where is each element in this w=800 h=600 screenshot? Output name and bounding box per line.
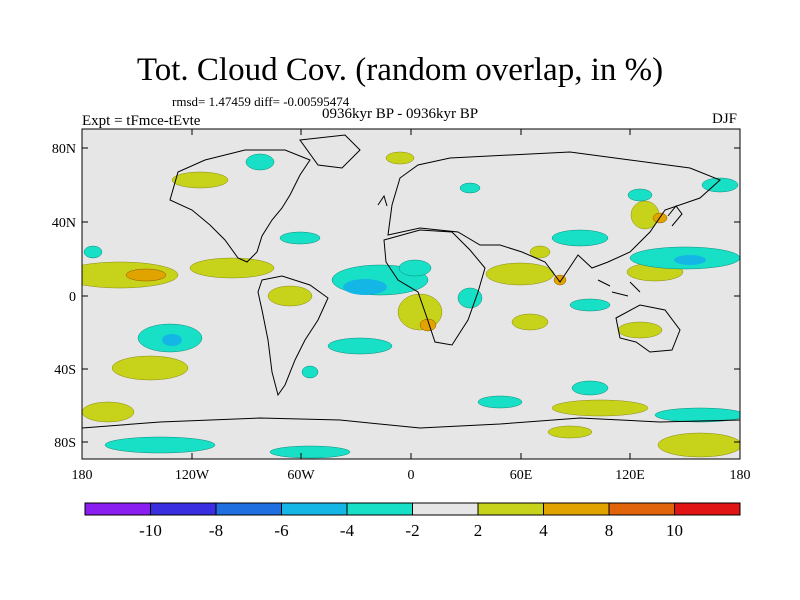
colorbar: -10 -8 -6 -4 -2 2 4 8 10: [84, 502, 741, 540]
lon-label-120e: 120E: [615, 468, 645, 483]
colorbar-swatch: [412, 502, 479, 516]
colorbar-label: 8: [605, 521, 614, 540]
lon-label-180e: 180: [730, 468, 751, 483]
colorbar-label: 2: [474, 521, 483, 540]
colorbar-swatch: [543, 502, 610, 516]
britain-coast: [377, 194, 388, 207]
period-label: 0936kyr BP - 0936kyr BP: [322, 106, 479, 122]
lon-label-0: 0: [408, 468, 415, 483]
anomaly-patches: [82, 151, 740, 459]
lon-label-60e: 60E: [510, 468, 533, 483]
antarctica-coast: [82, 417, 740, 429]
colorbar-label: -8: [209, 521, 223, 540]
colorbar-swatch: [346, 502, 413, 516]
colorbar-label: 4: [539, 521, 548, 540]
lon-label-180w: 180: [72, 468, 93, 483]
experiment-label: Expt = tFmce-tEvte: [82, 113, 201, 129]
greenland-coast: [299, 134, 361, 169]
lon-ticks: [81, 129, 741, 459]
colorbar-swatch: [215, 502, 282, 516]
colorbar-swatch: [281, 502, 348, 516]
colorbar-label: 10: [666, 521, 683, 540]
lat-label-eq: 0: [69, 290, 76, 305]
colorbar-swatch: [84, 502, 151, 516]
lon-label-120w: 120W: [175, 468, 210, 483]
africa-coast: [383, 229, 486, 346]
eurasia-coast: [387, 151, 721, 283]
australia-coast: [615, 304, 681, 353]
lat-label-40n: 40N: [52, 216, 76, 231]
lat-label-80n: 80N: [52, 142, 76, 157]
south-america-coast: [257, 275, 329, 397]
lat-label-80s: 80S: [54, 436, 76, 451]
japan-coast: [667, 205, 683, 227]
coastlines: [82, 134, 740, 429]
colorbar-swatch: [608, 502, 675, 516]
colorbar-swatch: [477, 502, 544, 516]
colorbar-swatch: [150, 502, 217, 516]
season-label: DJF: [712, 111, 738, 127]
colorbar-swatch: [674, 502, 741, 516]
lat-ticks: [82, 147, 740, 443]
lat-label-40s: 40S: [54, 363, 76, 378]
colorbar-label: -2: [405, 521, 419, 540]
colorbar-label: -4: [340, 521, 355, 540]
colorbar-label: -10: [139, 521, 162, 540]
stats-text: rmsd= 1.47459 diff= -0.00595474: [172, 94, 350, 109]
north-america-coast: [169, 149, 311, 263]
chart-title: Tot. Cloud Cov. (random overlap, in %): [136, 52, 664, 88]
colorbar-label: -6: [274, 521, 288, 540]
maritime-continent-coast: [597, 279, 641, 297]
lon-label-60w: 60W: [287, 468, 315, 483]
